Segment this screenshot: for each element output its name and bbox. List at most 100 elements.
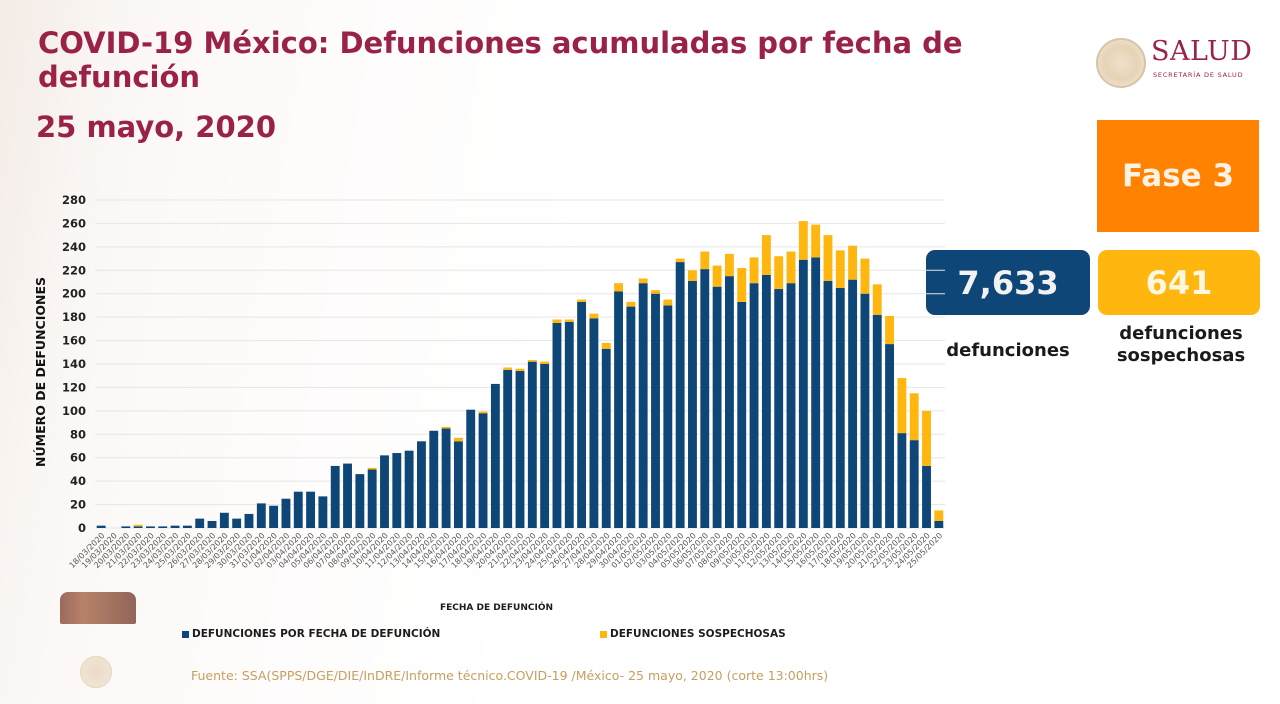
bar-suspected <box>848 245 858 280</box>
bar-confirmed <box>515 371 525 528</box>
bar-suspected <box>786 251 796 284</box>
bar-suspected <box>749 257 759 284</box>
y-tick-label: 200 <box>62 287 86 301</box>
bar-confirmed <box>811 257 821 528</box>
bar-suspected <box>564 319 574 322</box>
bar-confirmed <box>182 525 192 528</box>
report-date: 25 mayo, 2020 <box>36 110 277 144</box>
bar-confirmed <box>835 287 845 528</box>
legend-label-confirmed: DEFUNCIONES POR FECHA DE DEFUNCIÓN <box>192 628 441 640</box>
y-tick-label: 100 <box>62 404 86 418</box>
bar-suspected <box>589 313 599 319</box>
bar-confirmed <box>146 526 155 528</box>
legend-swatch-confirmed <box>182 630 189 638</box>
bar-confirmed <box>219 512 229 528</box>
bar-suspected <box>478 411 488 414</box>
suspected-caption: defunciones sospechosas <box>1098 323 1264 367</box>
bar-suspected <box>922 410 931 466</box>
legend-item-suspected: DEFUNCIONES SOSPECHOSAS <box>600 628 786 640</box>
bar-suspected <box>133 524 143 527</box>
bar-confirmed <box>638 283 648 528</box>
bar-confirmed <box>675 262 685 528</box>
y-tick-label: 60 <box>70 451 86 465</box>
bar-suspected <box>601 342 611 349</box>
historical-figures-illustration <box>60 592 136 624</box>
bar-suspected <box>724 253 734 277</box>
bar-confirmed <box>934 520 944 528</box>
bar-confirmed <box>700 269 710 528</box>
phase-badge: Fase 3 <box>1097 120 1259 232</box>
bar-confirmed <box>614 291 623 528</box>
bar-suspected <box>688 270 697 281</box>
logo-subtitle: SECRETARÍA DE SALUD <box>1153 71 1244 79</box>
bar-confirmed <box>564 321 574 528</box>
bar-suspected <box>614 283 623 292</box>
bar-confirmed <box>540 364 550 528</box>
bar-confirmed <box>417 441 426 528</box>
bar-confirmed <box>318 496 328 528</box>
bar-confirmed <box>380 455 389 528</box>
legend-item-confirmed: DEFUNCIONES POR FECHA DE DEFUNCIÓN <box>182 628 440 640</box>
bar-suspected <box>675 258 685 263</box>
bar-confirmed <box>256 503 266 528</box>
bar-confirmed <box>232 518 242 528</box>
deaths-bar-chart: 0 20 40 60 80 100 120 140 160 180 200 220 240 260 280 N… <box>33 193 945 570</box>
bar-confirmed <box>663 305 673 528</box>
bar-confirmed <box>478 413 488 528</box>
bar-confirmed <box>453 441 463 528</box>
y-tick-label: 80 <box>70 427 86 441</box>
bar-confirmed <box>330 465 340 528</box>
bar-suspected <box>798 221 808 260</box>
bar-suspected <box>761 235 771 275</box>
x-axis-title: FECHA DE DEFUNCIÓN <box>440 603 554 613</box>
bar-confirmed <box>601 348 611 528</box>
bar-confirmed <box>552 323 562 528</box>
bar-confirmed <box>761 274 771 528</box>
suspected-caption-line2: sospechosas <box>1116 345 1246 366</box>
legend-label-suspected: DEFUNCIONES SOSPECHOSAS <box>610 628 786 640</box>
bar-suspected <box>712 265 722 287</box>
bar-confirmed <box>441 428 451 528</box>
bar-confirmed <box>503 369 513 528</box>
bar-suspected <box>774 256 784 290</box>
source-footnote: Fuente: SSA(SPPS/DGE/DIE/InDRE/Informe t… <box>191 668 829 683</box>
bar-suspected <box>811 224 821 258</box>
bar-suspected <box>835 250 845 288</box>
bar-suspected <box>540 361 550 364</box>
mexico-coat-of-arms-seal-icon <box>1096 38 1146 88</box>
bar-confirmed <box>823 280 833 528</box>
bar-confirmed <box>367 469 377 528</box>
bar-confirmed <box>392 453 402 528</box>
deaths-total-box: 7,633 <box>926 250 1090 315</box>
bar-confirmed <box>786 283 796 528</box>
bar-suspected <box>503 367 513 370</box>
y-tick-label: 280 <box>62 193 86 207</box>
bar-confirmed <box>490 383 500 528</box>
bar-confirmed <box>121 526 131 528</box>
bar-suspected <box>651 290 660 294</box>
bar-confirmed <box>724 276 734 528</box>
bar-confirmed <box>355 474 365 528</box>
bar-confirmed <box>293 491 303 528</box>
bar-confirmed <box>872 314 882 528</box>
bar-suspected <box>367 467 377 470</box>
bar-confirmed <box>651 293 660 528</box>
bar-confirmed <box>343 463 352 528</box>
bar-suspected <box>897 378 907 434</box>
deaths-caption: defunciones <box>946 340 1070 361</box>
bar-suspected <box>737 267 747 302</box>
bar-confirmed <box>527 361 537 528</box>
mexico-coat-of-arms-seal-icon <box>80 656 112 688</box>
bar-confirmed <box>269 505 279 528</box>
bar-suspected <box>909 393 919 441</box>
bar-suspected <box>663 299 673 306</box>
page-title: COVID-19 México: Defunciones acumuladas … <box>38 26 963 94</box>
bar-confirmed <box>96 525 106 528</box>
bar-confirmed <box>404 450 414 528</box>
bar-suspected <box>527 360 537 362</box>
y-tick-label: 160 <box>62 334 86 348</box>
bar-suspected <box>860 258 870 294</box>
bar-confirmed <box>749 283 759 528</box>
bar-confirmed <box>207 520 217 528</box>
bar-confirmed <box>688 280 697 528</box>
